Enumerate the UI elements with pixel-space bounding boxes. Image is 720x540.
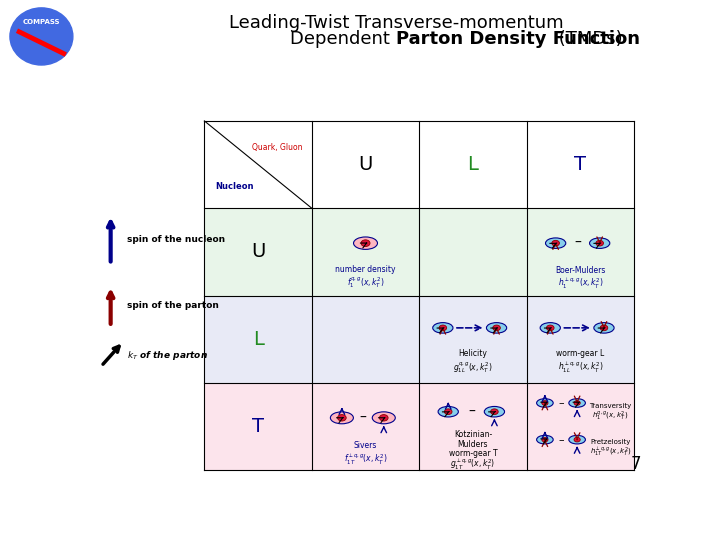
Bar: [419, 295, 526, 383]
Bar: [526, 208, 634, 295]
Text: $g_{1L}^{q,g}(x, k_T^2)$: $g_{1L}^{q,g}(x, k_T^2)$: [453, 360, 492, 375]
Ellipse shape: [574, 437, 580, 442]
Text: –: –: [468, 404, 474, 418]
Ellipse shape: [590, 238, 610, 248]
Ellipse shape: [439, 325, 446, 330]
Text: Helicity: Helicity: [459, 349, 487, 357]
Text: $h_{1T}^{\perp q,g}(x, k_T^2)$: $h_{1T}^{\perp q,g}(x, k_T^2)$: [590, 446, 631, 459]
Bar: [204, 295, 312, 383]
Bar: [419, 208, 526, 295]
Text: number density: number density: [336, 265, 396, 274]
Ellipse shape: [574, 401, 580, 406]
Text: $g_{1T}^{\perp q,g}(x, k_T^2)$: $g_{1T}^{\perp q,g}(x, k_T^2)$: [450, 456, 495, 472]
Ellipse shape: [594, 322, 614, 333]
Ellipse shape: [330, 412, 354, 424]
Ellipse shape: [492, 325, 500, 330]
Ellipse shape: [354, 237, 377, 249]
Text: spin of the parton: spin of the parton: [127, 301, 220, 310]
Bar: [419, 383, 526, 470]
Text: Pretzelosity: Pretzelosity: [590, 439, 631, 446]
Text: $h_1^{q,g}(x, k_T^2)$: $h_1^{q,g}(x, k_T^2)$: [593, 409, 629, 423]
Ellipse shape: [536, 435, 553, 444]
Ellipse shape: [546, 325, 554, 330]
Text: Mulders: Mulders: [458, 441, 488, 449]
Text: Dependent: Dependent: [290, 30, 396, 48]
Text: $k_T$ of the parton: $k_T$ of the parton: [127, 349, 208, 362]
Ellipse shape: [600, 325, 608, 330]
Ellipse shape: [433, 322, 453, 333]
Circle shape: [10, 8, 73, 65]
Text: T: T: [575, 155, 586, 174]
Text: spin of the nucleon: spin of the nucleon: [127, 235, 225, 244]
Text: –: –: [359, 411, 366, 425]
Text: T: T: [252, 417, 264, 436]
Text: L: L: [467, 155, 478, 174]
Bar: [419, 121, 526, 208]
Ellipse shape: [541, 401, 548, 406]
Text: worm-gear T: worm-gear T: [449, 449, 498, 458]
Text: 7: 7: [631, 455, 642, 473]
Bar: [204, 121, 312, 208]
Bar: [312, 295, 419, 383]
Text: –: –: [575, 236, 581, 250]
Text: (TMDs): (TMDs): [553, 30, 623, 48]
Text: worm-gear L: worm-gear L: [557, 349, 605, 357]
Text: Parton Density Function: Parton Density Function: [396, 30, 640, 48]
Ellipse shape: [596, 240, 603, 246]
Bar: [312, 208, 419, 295]
Ellipse shape: [338, 415, 346, 421]
Text: Leading-Twist Transverse-momentum: Leading-Twist Transverse-momentum: [229, 14, 563, 31]
Ellipse shape: [372, 412, 395, 424]
Bar: [312, 121, 419, 208]
Ellipse shape: [546, 238, 566, 248]
Bar: [204, 208, 312, 295]
Text: Boer-Mulders: Boer-Mulders: [555, 266, 606, 275]
Bar: [526, 295, 634, 383]
Text: Nucleon: Nucleon: [215, 182, 253, 191]
Text: Quark, Gluon: Quark, Gluon: [252, 143, 302, 152]
Text: U: U: [359, 155, 373, 174]
Text: COMPASS: COMPASS: [22, 19, 60, 25]
Text: Sivers: Sivers: [354, 441, 377, 450]
Ellipse shape: [438, 407, 459, 417]
Text: Transversity: Transversity: [589, 403, 631, 409]
Ellipse shape: [569, 399, 585, 407]
Bar: [526, 383, 634, 470]
Ellipse shape: [485, 407, 505, 417]
Ellipse shape: [487, 322, 507, 333]
Bar: [526, 121, 634, 208]
Text: $h_1^{\perp q,g}(x, k_T^2)$: $h_1^{\perp q,g}(x, k_T^2)$: [557, 275, 603, 291]
Ellipse shape: [379, 415, 388, 421]
Ellipse shape: [536, 399, 553, 407]
Text: $f_{1T}^{\perp q,g}(x, k_T^2)$: $f_{1T}^{\perp q,g}(x, k_T^2)$: [344, 451, 387, 467]
Ellipse shape: [540, 322, 560, 333]
Ellipse shape: [361, 240, 370, 247]
Text: –: –: [558, 398, 564, 408]
Text: Kotzinian-: Kotzinian-: [454, 430, 492, 439]
Bar: [204, 383, 312, 470]
Text: U: U: [251, 242, 265, 261]
Text: $f_1^{q,g}(x, k_T^2)$: $f_1^{q,g}(x, k_T^2)$: [347, 275, 384, 290]
Bar: [312, 383, 419, 470]
Ellipse shape: [490, 409, 498, 415]
Text: $h_{1L}^{\perp q,g}(x, k_T^2)$: $h_{1L}^{\perp q,g}(x, k_T^2)$: [557, 360, 603, 375]
Ellipse shape: [444, 409, 452, 415]
Text: L: L: [253, 330, 264, 349]
Text: –: –: [558, 435, 564, 444]
Ellipse shape: [541, 437, 548, 442]
Ellipse shape: [569, 435, 585, 444]
Ellipse shape: [552, 240, 559, 246]
